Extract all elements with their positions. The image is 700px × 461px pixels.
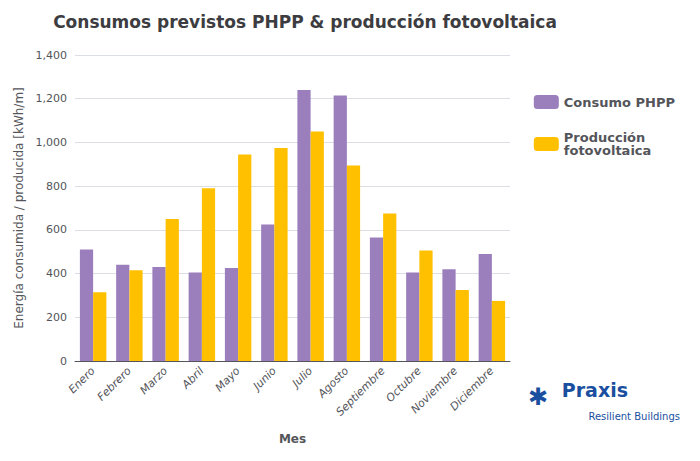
svg-text:Producción: Producción	[563, 130, 646, 145]
svg-text:Praxis: Praxis	[562, 379, 628, 401]
svg-text:400: 400	[46, 267, 67, 280]
svg-text:0: 0	[60, 355, 67, 368]
svg-text:1,000: 1,000	[36, 136, 68, 149]
svg-text:Enero: Enero	[66, 364, 98, 396]
svg-text:✱: ✱	[528, 383, 548, 411]
svg-text:Octubre: Octubre	[383, 364, 424, 405]
svg-text:1,400: 1,400	[36, 49, 68, 62]
svg-text:1,200: 1,200	[36, 92, 68, 105]
svg-text:Mayo: Mayo	[213, 364, 243, 394]
svg-text:Abril: Abril	[179, 364, 207, 392]
svg-text:Mes: Mes	[279, 432, 306, 446]
svg-text:fotovoltaica: fotovoltaica	[564, 143, 652, 158]
svg-text:Agosto: Agosto	[315, 364, 352, 401]
svg-text:200: 200	[46, 311, 67, 324]
svg-text:Noviembre: Noviembre	[408, 364, 461, 417]
svg-text:Energía consumida / producida: Energía consumida / producida [kWh/m]	[12, 87, 26, 329]
svg-text:600: 600	[46, 223, 67, 236]
svg-text:Consumo PHPP: Consumo PHPP	[564, 95, 675, 110]
svg-text:Diciembre: Diciembre	[447, 364, 496, 413]
svg-text:Septiembre: Septiembre	[333, 364, 387, 418]
svg-text:Marzo: Marzo	[138, 364, 171, 397]
svg-text:Julio: Julio	[288, 364, 315, 391]
svg-text:Resilient Buildings: Resilient Buildings	[588, 411, 680, 422]
svg-text:Febrero: Febrero	[95, 364, 134, 403]
svg-text:Consumos previstos PHPP & prod: Consumos previstos PHPP & producción fot…	[53, 12, 557, 32]
svg-text:800: 800	[46, 180, 67, 193]
svg-text:Junio: Junio	[249, 364, 279, 394]
